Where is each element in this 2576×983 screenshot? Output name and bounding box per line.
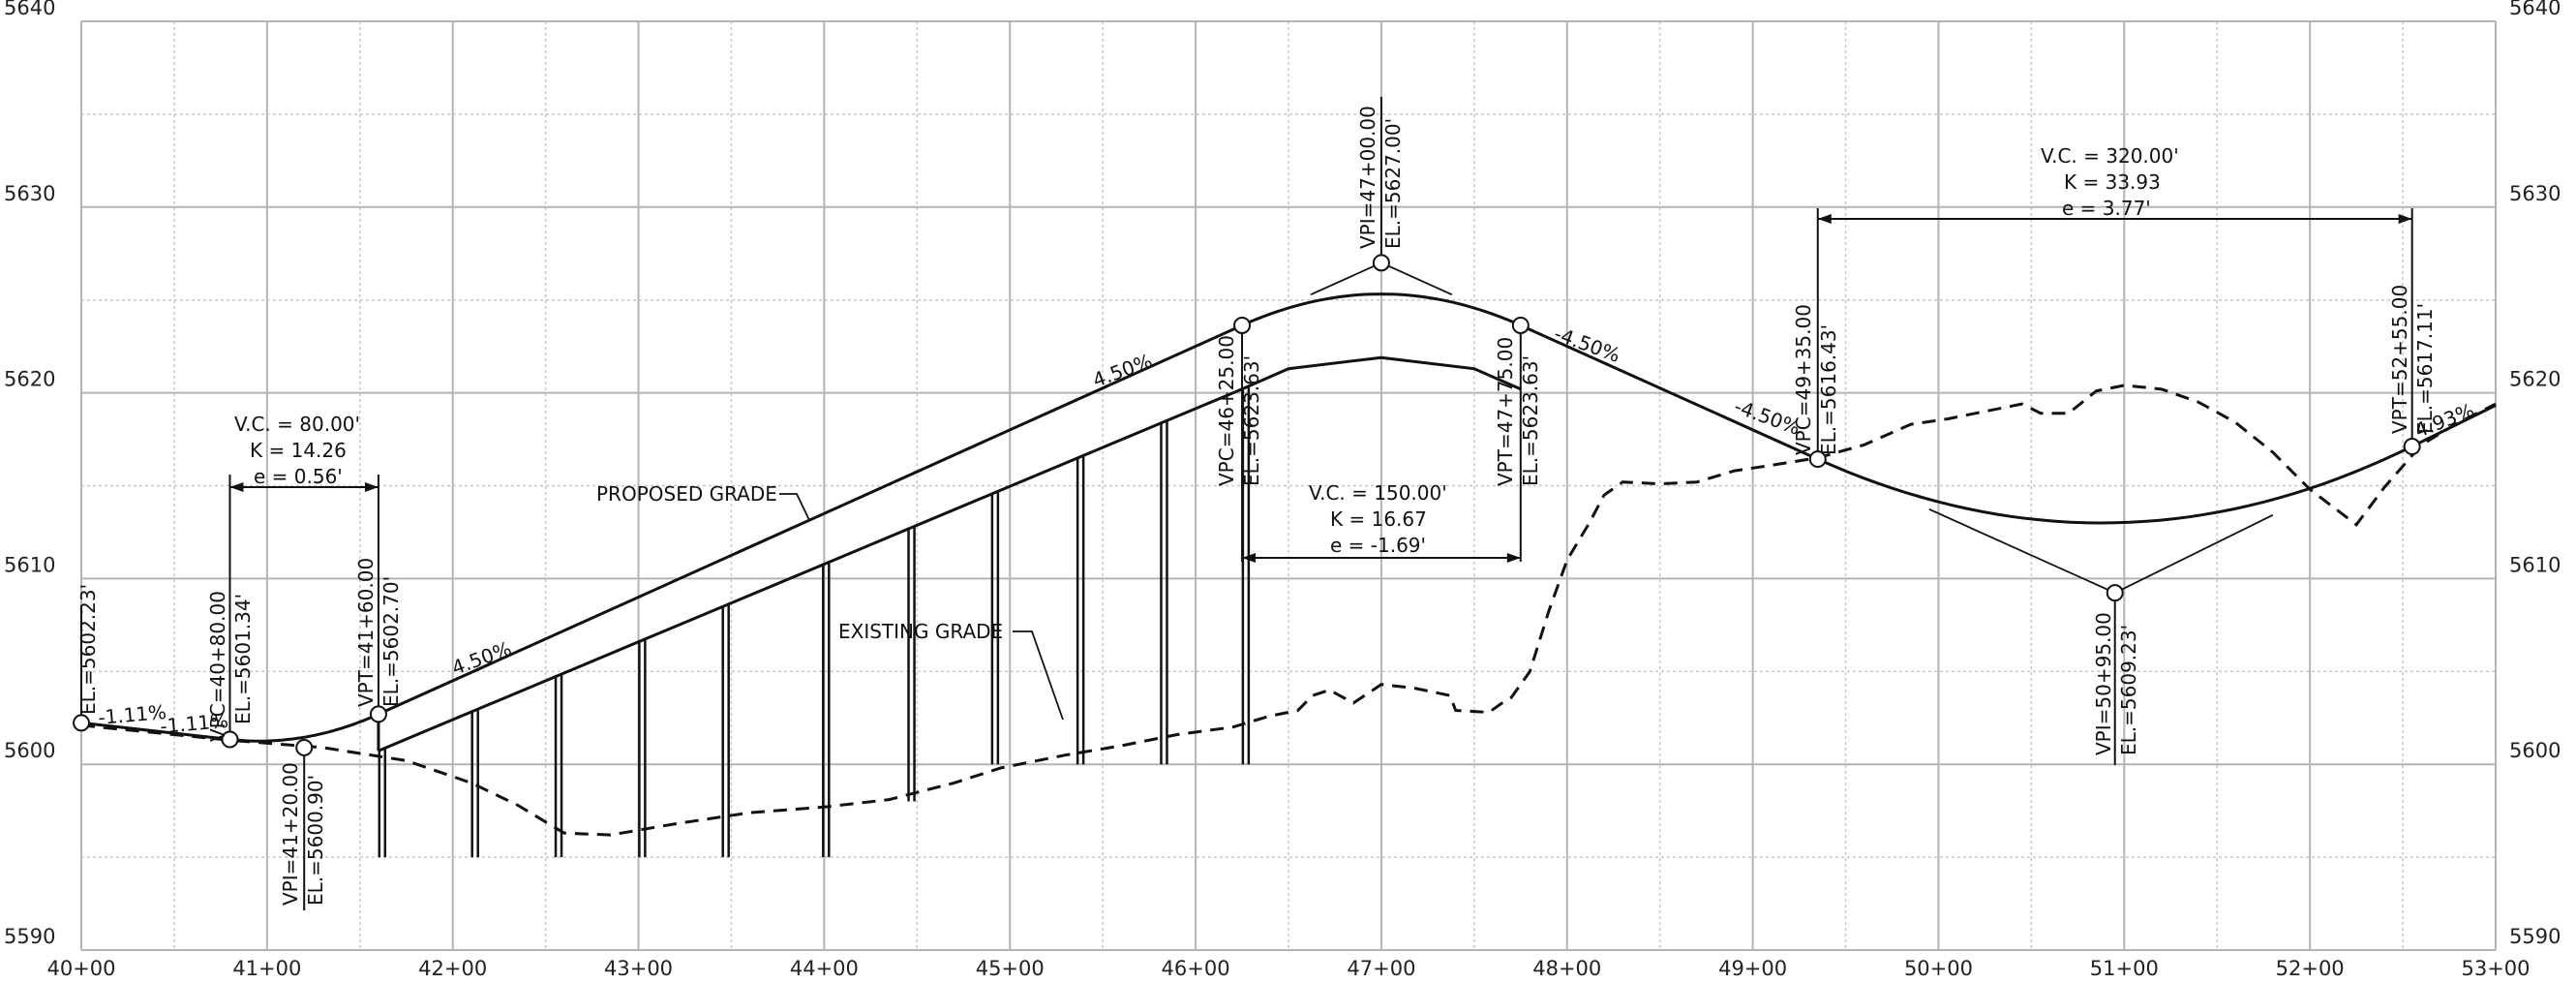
vpc3-station-label: VPC=49+35.00 (1792, 304, 1815, 455)
pi-marker (2106, 584, 2124, 602)
annotations: EL.=5602.23' -1.11% -1.11% VPC=40+80.00 … (76, 106, 2477, 906)
pi-marker (1808, 450, 1827, 469)
y-tick-label-right: 5600 (2509, 739, 2561, 762)
x-tick-label: 44+00 (790, 957, 859, 980)
proposed-grade-label: PROPOSED GRADE (596, 482, 777, 506)
vpi3-tangent-left (1928, 508, 2116, 594)
vpt2-elevation-label: EL.=5623.63' (1519, 355, 1542, 486)
pi-marker (2403, 438, 2421, 456)
vpc3-elevation-label: EL.=5616.43' (1817, 324, 1840, 455)
x-tick-label: 47+00 (1347, 957, 1415, 980)
y-tick-label-left: 5590 (4, 925, 55, 948)
pi-marker (221, 730, 239, 749)
vc3-dimension-arrow-right (2398, 214, 2412, 224)
vc3-e-label: e = 3.77' (2062, 197, 2151, 220)
x-tick-label: 49+00 (1718, 957, 1787, 980)
y-tick-label-right: 5640 (2509, 0, 2561, 19)
vpi2-tangent-left (1310, 261, 1382, 295)
grade-label-neg111-a: -1.11% (97, 700, 167, 729)
vpt3-station-label: VPT=52+55.00 (2388, 285, 2411, 434)
y-tick-label-left: 5640 (4, 0, 55, 19)
vc1-length-label: V.C. = 80.00' (234, 413, 360, 436)
vc2-e-label: e = -1.69' (1330, 534, 1426, 557)
x-tick-label: 42+00 (418, 957, 487, 980)
y-tick-label-right: 5610 (2509, 553, 2561, 576)
vc1-dimension-arrow-right (364, 482, 379, 492)
x-tick-label: 51+00 (2090, 957, 2159, 980)
start-elevation-label: EL.=5602.23' (76, 584, 100, 715)
vpt1-station-label: VPT=41+60.00 (354, 558, 378, 707)
y-tick-label-right: 5590 (2509, 925, 2561, 948)
vc3-length-label: V.C. = 320.00' (2041, 144, 2179, 168)
vpc1-station-label: VPC=40+80.00 (206, 591, 229, 742)
vc1-e-label: e = 0.56' (254, 465, 343, 488)
grade-label-neg450-a: -4.50% (1551, 322, 1623, 367)
x-tick-label: 53+00 (2461, 957, 2530, 980)
vpc2-station-label: VPC=46+25.00 (1215, 335, 1238, 486)
y-tick-label-left: 5630 (4, 182, 55, 205)
vc2-k-label: K = 16.67 (1330, 507, 1427, 531)
y-tick-label-right: 5630 (2509, 182, 2561, 205)
y-tick-label-left: 5620 (4, 368, 55, 391)
proposed-grade-line (80, 292, 2497, 743)
x-tick-label: 45+00 (976, 957, 1045, 980)
existing-grade-leader (1013, 630, 1064, 721)
pi-marker (369, 705, 387, 723)
vpt2-station-label: VPT=47+75.00 (1494, 337, 1517, 486)
vpc1-elevation-label: EL.=5601.34' (231, 594, 255, 724)
vpi3-tangent-right (2114, 513, 2274, 594)
y-tick-label-left: 5610 (4, 553, 55, 576)
x-tick-label: 50+00 (1904, 957, 1973, 980)
dimension-lines (80, 97, 2413, 910)
axis-labels: 40+00 41+00 42+00 43+00 44+00 45+00 46+00 47+00… (4, 0, 2561, 980)
pi-marker (73, 714, 90, 732)
existing-grade-label: EXISTING GRADE (838, 620, 1003, 643)
x-tick-label: 41+00 (232, 957, 301, 980)
x-tick-label: 52+00 (2276, 957, 2345, 980)
grade-label-450-lower: 4.50% (449, 636, 515, 679)
vc3-dimension-arrow-left (1817, 214, 1832, 224)
vpi3-elevation-label: EL.=5609.23' (2117, 625, 2140, 755)
y-tick-label-right: 5620 (2509, 368, 2561, 391)
pi-markers (73, 254, 2421, 756)
vc1-dimension-arrow-left (229, 482, 244, 492)
vpt1-elevation-label: EL.=5602.70' (379, 576, 403, 707)
vc3-k-label: K = 33.93 (2064, 170, 2161, 194)
vpt3-elevation-label: EL.=5617.11' (2413, 303, 2437, 434)
wall-top-line (378, 355, 1522, 753)
vc1-k-label: K = 14.26 (250, 439, 347, 462)
vpi2-station-label: VPI=47+00.00 (1356, 106, 1379, 249)
x-tick-label: 43+00 (604, 957, 673, 980)
vpc2-elevation-label: EL.=5623.63' (1240, 355, 1263, 486)
pi-marker (1511, 316, 1530, 334)
x-tick-label: 46+00 (1162, 957, 1230, 980)
pi-marker (295, 738, 314, 756)
x-tick-label: 48+00 (1532, 957, 1601, 980)
vc2-dimension-arrow-left (1242, 553, 1257, 563)
proposed-grade-leader (779, 493, 810, 521)
grade-label-450-upper: 4.50% (1090, 349, 1156, 391)
vc2-dimension-arrow-right (1506, 553, 1521, 563)
x-tick-label: 40+00 (46, 957, 115, 980)
grid (80, 20, 2497, 951)
vpi2-elevation-label: EL.=5627.00' (1381, 118, 1405, 249)
vpi3-station-label: VPI=50+95.00 (2092, 612, 2115, 755)
vc2-length-label: V.C. = 150.00' (1309, 481, 1447, 505)
pi-marker (1233, 316, 1252, 334)
vpi1-elevation-label: EL.=5600.90' (304, 775, 327, 906)
y-tick-label-left: 5600 (4, 739, 55, 762)
vpi1-station-label: VPI=41+20.00 (279, 762, 302, 906)
wall-posts (378, 387, 1251, 858)
pi-marker (1372, 254, 1390, 272)
vpi2-tangent-right (1380, 261, 1453, 295)
